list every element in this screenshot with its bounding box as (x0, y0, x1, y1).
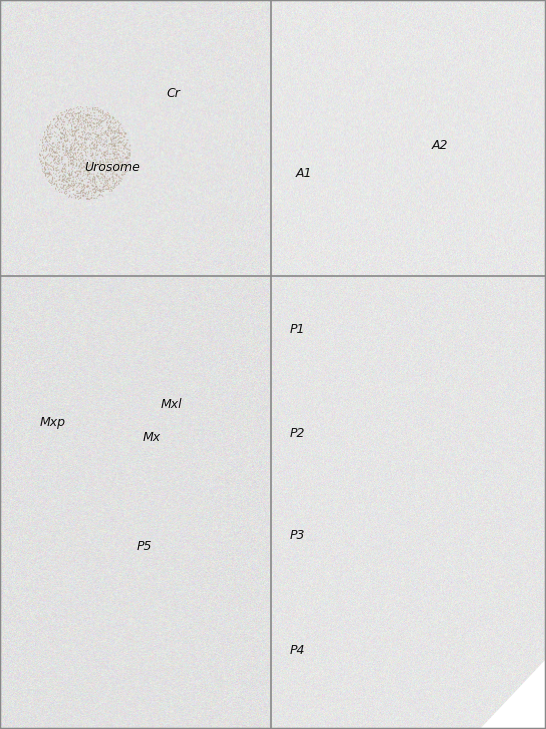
Text: A1: A1 (295, 167, 312, 180)
Text: Mx: Mx (143, 431, 161, 444)
Text: P3: P3 (289, 529, 305, 542)
Text: Cr: Cr (167, 87, 180, 100)
Text: A2: A2 (431, 139, 448, 152)
Text: P1: P1 (289, 323, 305, 336)
Text: P2: P2 (289, 427, 305, 440)
Text: Mxp: Mxp (40, 416, 66, 429)
Text: P4: P4 (289, 644, 305, 657)
Text: Mxl: Mxl (161, 398, 183, 411)
Text: P5: P5 (136, 540, 152, 553)
Polygon shape (480, 659, 546, 729)
Text: Urosome: Urosome (85, 161, 140, 174)
